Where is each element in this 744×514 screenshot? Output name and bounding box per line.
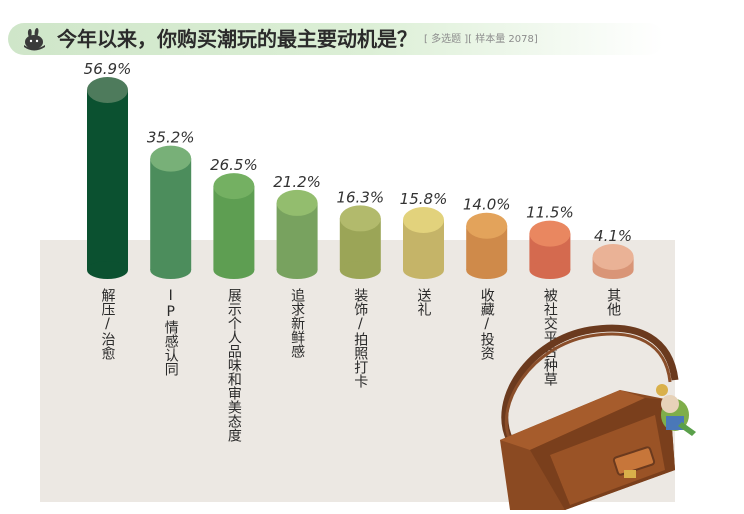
bar-5 xyxy=(339,205,381,279)
bar-3 xyxy=(213,173,255,279)
bar-base xyxy=(529,261,571,279)
bar-7 xyxy=(466,212,508,279)
value-label: 26.5% xyxy=(210,156,258,174)
bar-base xyxy=(403,261,444,279)
bar-base xyxy=(466,261,508,279)
bar-body xyxy=(87,90,128,270)
rabbit-head-icon xyxy=(24,28,45,51)
bar-4 xyxy=(276,189,318,279)
bar-top xyxy=(466,212,508,239)
bar-base xyxy=(87,261,128,279)
bar-top xyxy=(276,189,318,216)
value-label: 4.1% xyxy=(594,227,632,245)
category-label: 被社交平台种草 xyxy=(541,288,558,386)
bar-top xyxy=(339,205,381,232)
bar-top xyxy=(87,77,128,103)
bar-body xyxy=(150,158,192,270)
value-label: 56.9% xyxy=(84,60,132,78)
chart-title: 今年以来，你购买潮玩的最主要动机是？ xyxy=(57,27,417,51)
value-label: 21.2% xyxy=(273,173,321,191)
category-label: 解压/治愈 xyxy=(99,288,116,360)
bar-top xyxy=(213,173,255,200)
bar-top xyxy=(529,220,571,247)
category-label: 其他 xyxy=(605,288,622,316)
value-label: 15.8% xyxy=(400,190,448,208)
bar-top xyxy=(403,207,444,234)
value-label: 16.3% xyxy=(336,188,384,206)
sample-note: [ 多选题 ][ 样本量 2078] xyxy=(424,34,538,45)
bar-base xyxy=(150,261,192,279)
bar-9 xyxy=(592,244,634,279)
value-label: 14.0% xyxy=(463,196,511,214)
shoulder-bag-with-figure-keychain-icon xyxy=(500,324,696,510)
value-label: 11.5% xyxy=(526,204,574,222)
category-label: 送礼 xyxy=(415,288,432,316)
value-label: 35.2% xyxy=(147,129,195,147)
bar-top xyxy=(150,145,192,172)
category-label: 收藏/投资 xyxy=(478,288,495,360)
bar-8 xyxy=(529,220,571,279)
bar-base xyxy=(276,261,318,279)
bar-base xyxy=(213,261,255,279)
category-label: 追求新鲜感 xyxy=(289,288,306,358)
bar-top xyxy=(592,244,634,271)
bar-6 xyxy=(403,207,444,279)
category-label: 展示个人品味和审美态度 xyxy=(225,288,242,442)
title-banner: 今年以来，你购买潮玩的最主要动机是？ [ 多选题 ][ 样本量 2078] xyxy=(8,23,664,55)
bar-1 xyxy=(87,77,128,279)
bar-2 xyxy=(150,145,192,279)
category-label: 装饰/拍照打卡 xyxy=(352,288,369,388)
bar-base xyxy=(339,261,381,279)
bar-body xyxy=(213,186,255,270)
category-label: IP情感认同 xyxy=(162,288,179,376)
